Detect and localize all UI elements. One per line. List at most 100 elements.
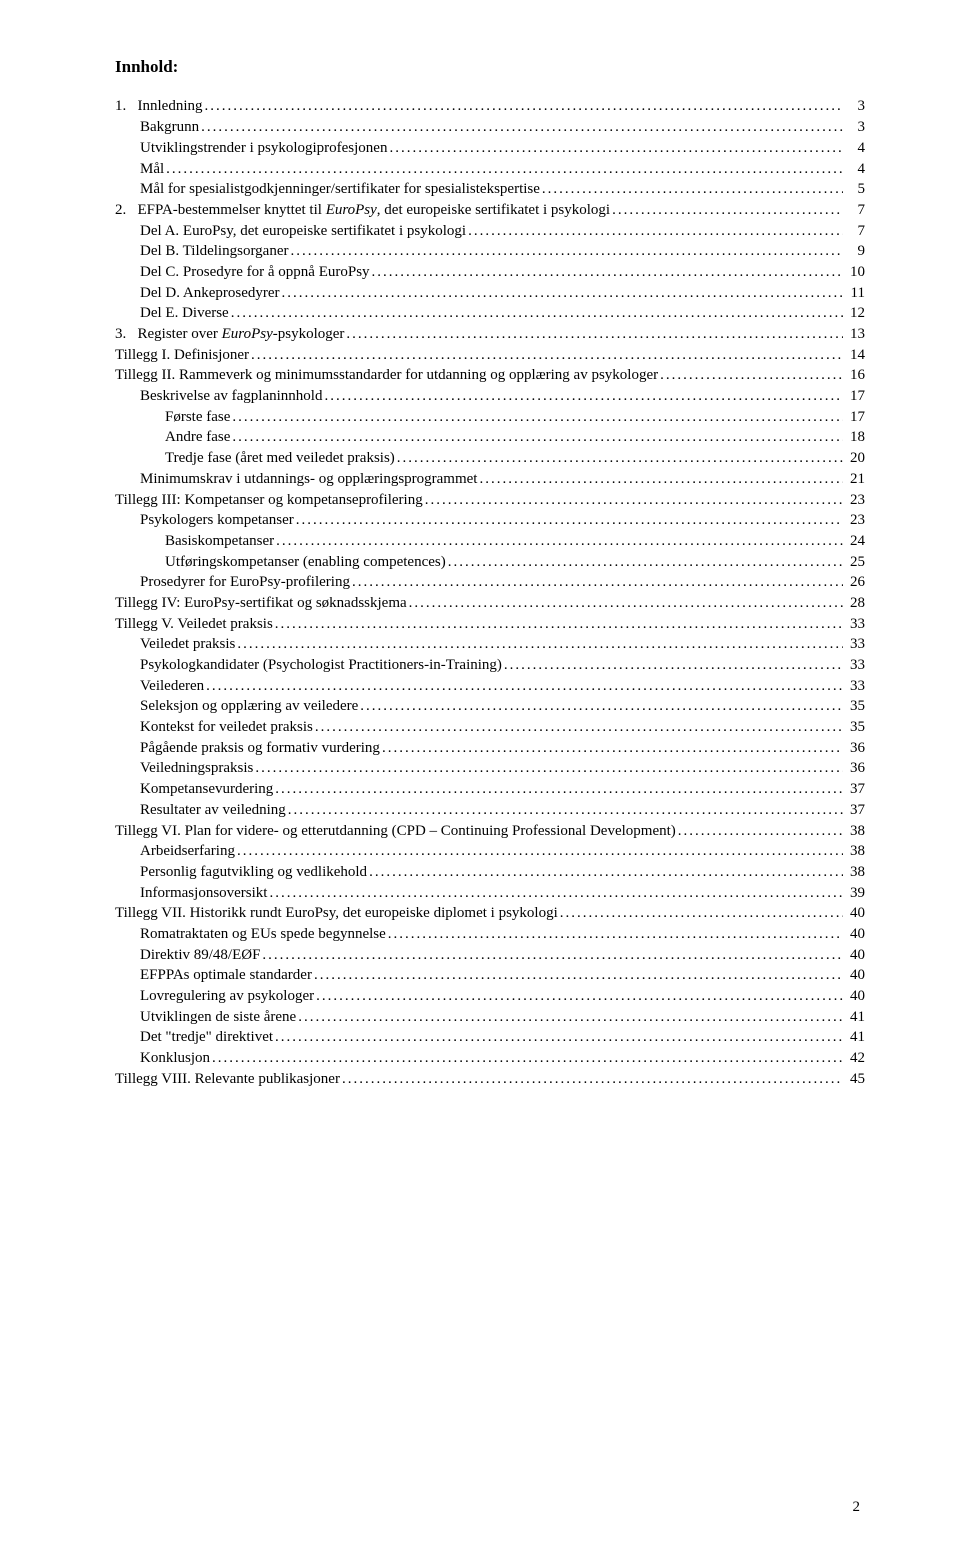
toc-leader-dots [352,572,843,593]
toc-row: Veiledet praksis 33 [115,634,865,655]
toc-page: 35 [845,696,865,717]
toc-leader-dots [504,655,843,676]
toc-label: EFPPAs optimale standarder [140,965,312,986]
toc-page: 40 [845,986,865,1007]
toc-leader-dots [275,614,843,635]
toc-row: EFPPAs optimale standarder 40 [115,965,865,986]
toc-row: Tillegg VI. Plan for videre- og etterutd… [115,821,865,842]
toc-leader-dots [324,386,843,407]
toc-row: Direktiv 89/48/EØF 40 [115,945,865,966]
toc-label: 1. Innledning [115,96,203,117]
toc-row: Lovregulering av psykologer 40 [115,986,865,1007]
toc-page: 26 [845,572,865,593]
toc-label: Tredje fase (året med veiledet praksis) [165,448,395,469]
toc-label: Tillegg II. Rammeverk og minimumsstandar… [115,365,658,386]
toc-row: 1. Innledning 3 [115,96,865,117]
toc-label: Kompetansevurdering [140,779,273,800]
toc-row: Seleksjon og opplæring av veiledere 35 [115,696,865,717]
toc-leader-dots [369,862,843,883]
toc-leader-dots [205,96,844,117]
toc-leader-dots [660,365,843,386]
toc-label: Bakgrunn [140,117,199,138]
toc-page: 33 [845,655,865,676]
toc-leader-dots [389,138,843,159]
toc-row: Kompetansevurdering 37 [115,779,865,800]
toc-label: Personlig fagutvikling og vedlikehold [140,862,367,883]
toc-row: 3. Register over EuroPsy-psykologer 13 [115,324,865,345]
toc-page: 39 [845,883,865,904]
toc-label: Prosedyrer for EuroPsy-profilering [140,572,350,593]
toc-page: 36 [845,738,865,759]
toc-page: 9 [845,241,865,262]
toc-page: 42 [845,1048,865,1069]
toc-leader-dots [262,945,843,966]
toc-row: Prosedyrer for EuroPsy-profilering 26 [115,572,865,593]
toc-label: Lovregulering av psykologer [140,986,314,1007]
toc-row: Del D. Ankeprosedyrer 11 [115,283,865,304]
toc-label: Andre fase [165,427,230,448]
toc-heading: Innhold: [115,55,865,78]
toc-row: Del E. Diverse 12 [115,303,865,324]
toc-row: Del A. EuroPsy, det europeiske sertifika… [115,221,865,242]
toc-leader-dots [397,448,843,469]
toc-page: 33 [845,634,865,655]
toc-leader-dots [314,965,843,986]
toc-label: Mål for spesialistgodkjenninger/sertifik… [140,179,540,200]
toc-row: Tillegg IV: EuroPsy-sertifikat og søknad… [115,593,865,614]
toc-row: Romatraktaten og EUs spede begynnelse 40 [115,924,865,945]
toc-leader-dots [201,117,843,138]
toc-page: 18 [845,427,865,448]
toc-row: Pågående praksis og formativ vurdering 3… [115,738,865,759]
toc-page: 4 [845,138,865,159]
toc-row: Tillegg VII. Historikk rundt EuroPsy, de… [115,903,865,924]
toc-row: Kontekst for veiledet praksis 35 [115,717,865,738]
toc-leader-dots [542,179,843,200]
toc-leader-dots [275,1027,843,1048]
table-of-contents: 1. Innledning 3Bakgrunn 3Utviklingstrend… [115,96,865,1089]
toc-page: 38 [845,821,865,842]
toc-label: Psykologers kompetanser [140,510,294,531]
toc-row: Personlig fagutvikling og vedlikehold 38 [115,862,865,883]
toc-leader-dots [251,345,843,366]
toc-leader-dots [206,676,843,697]
toc-page: 21 [845,469,865,490]
toc-label: Utviklingstrender i psykologiprofesjonen [140,138,387,159]
toc-page: 38 [845,862,865,883]
toc-leader-dots [479,469,843,490]
toc-row: Psykologkandidater (Psychologist Practit… [115,655,865,676]
toc-page: 25 [845,552,865,573]
toc-row: Det "tredje" direktivet 41 [115,1027,865,1048]
toc-leader-dots [212,1048,843,1069]
toc-page: 41 [845,1027,865,1048]
toc-page: 17 [845,386,865,407]
toc-row: Utviklingstrender i psykologiprofesjonen… [115,138,865,159]
toc-label: Utviklingen de siste årene [140,1007,296,1028]
toc-page: 40 [845,903,865,924]
toc-label: Del E. Diverse [140,303,229,324]
toc-label: 3. Register over EuroPsy-psykologer [115,324,344,345]
toc-label: Tillegg III: Kompetanser og kompetansepr… [115,490,423,511]
toc-row: Resultater av veiledning 37 [115,800,865,821]
toc-row: Tillegg VIII. Relevante publikasjoner 45 [115,1069,865,1090]
toc-leader-dots [560,903,843,924]
toc-label: Tillegg IV: EuroPsy-sertifikat og søknad… [115,593,407,614]
toc-label: Arbeidserfaring [140,841,235,862]
toc-page: 41 [845,1007,865,1028]
toc-page: 23 [845,490,865,511]
toc-page: 33 [845,676,865,697]
toc-label: Del C. Prosedyre for å oppnå EuroPsy [140,262,370,283]
toc-leader-dots [678,821,843,842]
toc-leader-dots [409,593,843,614]
toc-page: 38 [845,841,865,862]
toc-page: 7 [845,221,865,242]
toc-label: Tillegg VII. Historikk rundt EuroPsy, de… [115,903,558,924]
toc-label: Tillegg V. Veiledet praksis [115,614,273,635]
toc-leader-dots [388,924,843,945]
toc-leader-dots [282,283,843,304]
toc-leader-dots [298,1007,843,1028]
toc-leader-dots [237,841,843,862]
toc-row: Veiledningspraksis 36 [115,758,865,779]
toc-label: Pågående praksis og formativ vurdering [140,738,380,759]
toc-label: Veiledningspraksis [140,758,253,779]
toc-label: Tillegg I. Definisjoner [115,345,249,366]
